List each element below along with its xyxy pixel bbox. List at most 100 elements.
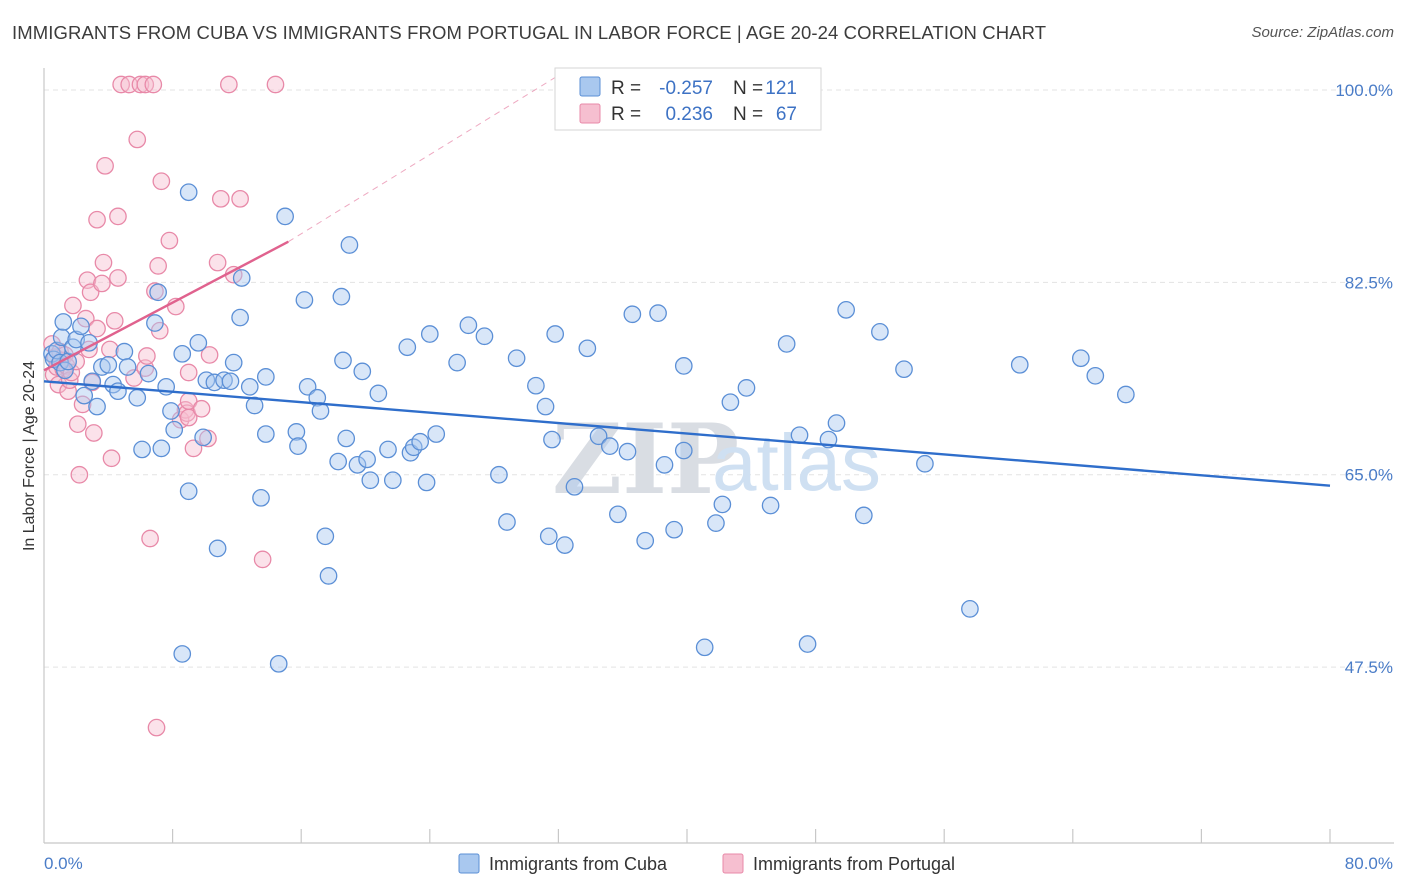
data-point-cuba — [52, 328, 71, 347]
data-point-cuba — [609, 505, 627, 524]
data-point-portugal — [109, 207, 127, 226]
data-point-cuba — [459, 316, 478, 335]
data-point-cuba — [578, 339, 597, 358]
data-point-cuba — [427, 425, 446, 443]
data-point-cuba — [618, 442, 637, 461]
data-point-cuba — [895, 360, 913, 379]
y-tick-label: 100.0% — [1335, 81, 1393, 100]
legend-item-portugal[interactable]: Immigrants from Portugal — [722, 853, 955, 874]
data-point-cuba — [162, 402, 180, 420]
data-point-portugal — [147, 718, 166, 737]
data-point-portugal — [96, 156, 114, 175]
data-point-cuba — [276, 207, 294, 226]
data-point-cuba — [475, 327, 494, 346]
data-point-portugal — [70, 465, 89, 484]
data-point-cuba — [240, 377, 259, 396]
stats-cuba-n-label: N = — [733, 78, 763, 99]
data-point-portugal — [109, 269, 127, 287]
data-point-cuba — [165, 420, 184, 439]
data-point-cuba — [146, 314, 164, 332]
series-portugal-points — [43, 75, 285, 737]
data-point-cuba — [179, 482, 198, 501]
data-point-cuba — [256, 425, 275, 443]
stats-cuba-n-value: 121 — [765, 78, 797, 99]
data-point-cuba — [287, 423, 306, 441]
data-point-cuba — [232, 269, 251, 287]
x-tick-label-min: 0.0% — [44, 854, 83, 873]
data-point-cuba — [417, 473, 436, 492]
data-point-cuba — [179, 183, 198, 202]
y-tick-label: 47.5% — [1345, 658, 1393, 677]
data-point-cuba — [194, 428, 212, 447]
data-point-portugal — [149, 257, 167, 275]
stats-portugal-n-label: N = — [733, 104, 763, 125]
stats-portugal-r-label: R = — [611, 104, 641, 125]
data-point-cuba — [916, 454, 934, 473]
data-point-portugal — [253, 550, 272, 569]
stats-swatch-portugal — [579, 103, 601, 124]
data-point-cuba — [498, 513, 516, 531]
data-point-cuba — [221, 372, 240, 391]
legend: Immigrants from Cuba Immigrants from Por… — [458, 853, 955, 874]
data-point-cuba — [139, 364, 158, 383]
data-point-portugal — [211, 189, 230, 208]
data-point-cuba — [340, 236, 359, 254]
data-point-cuba — [295, 291, 314, 309]
data-point-cuba — [379, 440, 397, 459]
data-point-portugal — [94, 253, 113, 272]
stats-portugal-n-value: 67 — [776, 104, 797, 125]
y-tick-label: 65.0% — [1345, 466, 1393, 485]
watermark-zip: ZIP — [552, 403, 739, 516]
data-point-cuba — [54, 313, 73, 331]
data-point-cuba — [173, 645, 192, 663]
data-point-cuba — [546, 325, 565, 343]
data-point-portugal — [160, 231, 179, 250]
data-point-portugal — [152, 172, 171, 191]
data-point-cuba — [149, 283, 167, 302]
legend-swatch-cuba — [458, 853, 480, 874]
data-point-portugal — [101, 340, 119, 359]
data-point-cuba — [256, 368, 275, 386]
data-point-cuba — [289, 437, 307, 456]
data-point-cuba — [565, 477, 584, 496]
x-axis-ticks — [172, 829, 1331, 843]
data-point-portugal — [144, 75, 163, 94]
data-point-cuba — [655, 455, 674, 474]
data-point-portugal — [93, 274, 111, 293]
data-point-portugal — [64, 296, 82, 315]
data-point-portugal — [220, 75, 238, 94]
data-point-cuba — [353, 362, 372, 381]
data-point-cuba — [75, 386, 94, 405]
data-point-cuba — [1086, 366, 1105, 385]
data-point-cuba — [83, 372, 102, 391]
data-point-portugal — [88, 210, 106, 229]
data-point-cuba — [737, 379, 756, 397]
data-point-portugal — [179, 363, 198, 382]
data-point-cuba — [761, 496, 780, 515]
data-point-portugal — [231, 189, 249, 208]
data-point-cuba — [173, 344, 192, 363]
data-point-cuba — [329, 452, 348, 471]
watermark: ZIP atlas — [552, 403, 881, 516]
legend-label-portugal: Immigrants from Portugal — [753, 854, 955, 874]
data-point-cuba — [790, 426, 809, 445]
data-point-cuba — [1010, 355, 1029, 374]
data-point-cuba — [133, 440, 151, 459]
data-point-cuba — [555, 536, 574, 554]
data-point-cuba — [837, 300, 855, 319]
legend-item-cuba[interactable]: Immigrants from Cuba — [458, 853, 668, 874]
trend-line-portugal-extension — [288, 73, 562, 243]
data-point-cuba — [543, 430, 561, 449]
data-point-cuba — [337, 429, 356, 448]
stats-box: R = -0.257 N = 121 R = 0.236 N = 67 — [554, 67, 822, 131]
chart-title: IMMIGRANTS FROM CUBA VS IMMIGRANTS FROM … — [12, 22, 1047, 43]
data-point-cuba — [411, 432, 430, 451]
data-point-cuba — [827, 414, 846, 432]
data-point-cuba — [623, 305, 642, 324]
data-point-cuba — [600, 437, 619, 456]
data-point-portugal — [138, 347, 156, 365]
data-point-cuba — [115, 342, 134, 361]
data-point-cuba — [507, 349, 526, 368]
trend-line-cuba — [43, 380, 1331, 487]
